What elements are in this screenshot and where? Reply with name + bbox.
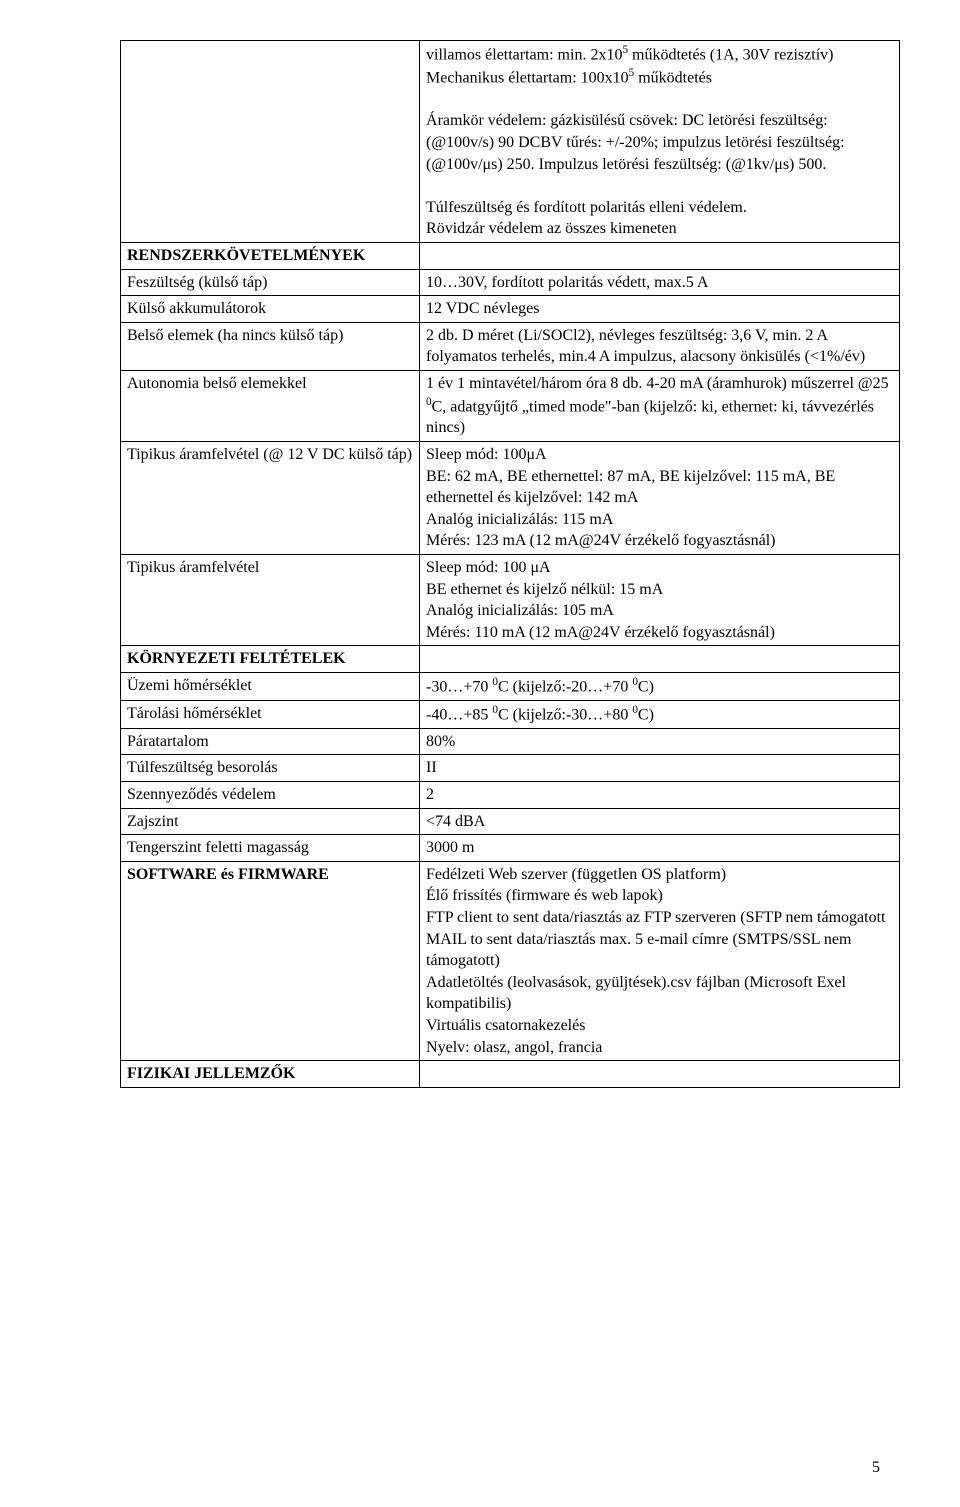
- table-row: villamos élettartam: min. 2x105 működtet…: [121, 41, 900, 243]
- row-label: Tárolási hőmérséklet: [121, 700, 420, 728]
- preamble-line1a: villamos élettartam: min. 2x10: [426, 46, 622, 63]
- page-number: 5: [872, 1459, 880, 1477]
- row-label: Zajszint: [121, 808, 420, 835]
- preamble-para3: Túlfeszültség és fordított polaritás ell…: [426, 199, 747, 238]
- table-row: Autonomia belső elemekkel 1 év 1 mintavé…: [121, 370, 900, 441]
- page: villamos élettartam: min. 2x10 5 működtet…: [0, 0, 960, 1507]
- table-row: FIZIKAI JELLEMZŐK: [121, 1061, 900, 1088]
- row-value: -30…+70 0C (kijelző:-20…+70 0C): [420, 673, 900, 701]
- row-value: Fedélzeti Web szerver (független OS plat…: [420, 861, 900, 1060]
- empty-cell: [420, 243, 900, 270]
- section-system-requirements: RENDSZERKÖVETELMÉNYEK: [121, 243, 420, 270]
- empty-cell: [420, 646, 900, 673]
- table-row: Belső elemek (ha nincs külső táp) 2 db. …: [121, 322, 900, 370]
- temp-part: C (kijelző:-30…+80: [498, 706, 632, 723]
- row-label: Tipikus áramfelvétel: [121, 555, 420, 646]
- table-row: Tipikus áramfelvétel Sleep mód: 100 μA B…: [121, 555, 900, 646]
- row-label: Külső akkumulátorok: [121, 296, 420, 323]
- row-label: Üzemi hőmérséklet: [121, 673, 420, 701]
- row-label: Tengerszint feletti magasság: [121, 835, 420, 862]
- row-value: II: [420, 755, 900, 782]
- table-row: RENDSZERKÖVETELMÉNYEK: [121, 243, 900, 270]
- table-row: Zajszint <74 dBA: [121, 808, 900, 835]
- table-row: KÖRNYEZETI FELTÉTELEK: [121, 646, 900, 673]
- row-label: Feszültség (külső táp): [121, 269, 420, 296]
- table-row: Tárolási hőmérséklet -40…+85 0C (kijelző…: [121, 700, 900, 728]
- preamble-cell: villamos élettartam: min. 2x105 működtet…: [420, 41, 900, 243]
- table-row: Üzemi hőmérséklet -30…+70 0C (kijelző:-2…: [121, 673, 900, 701]
- table-row: Szennyeződés védelem 2: [121, 782, 900, 809]
- table-row: Túlfeszültség besorolás II: [121, 755, 900, 782]
- row-value: <74 dBA: [420, 808, 900, 835]
- temp-part: -40…+85: [426, 706, 492, 723]
- section-software: SOFTWARE és FIRMWARE: [121, 861, 420, 1060]
- row-label: Tipikus áramfelvétel (@ 12 V DC külső tá…: [121, 442, 420, 555]
- row-label: Belső elemek (ha nincs külső táp): [121, 322, 420, 370]
- autonomy-part1: 1 év 1 mintavétel/három óra 8 db. 4-20 m…: [426, 375, 889, 392]
- preamble-para2: Áramkör védelem: gázkisülésű csövek: DC …: [426, 112, 845, 172]
- row-value: 80%: [420, 728, 900, 755]
- empty-cell: [121, 41, 420, 243]
- row-value: 10…30V, fordított polaritás védett, max.…: [420, 269, 900, 296]
- row-value: 12 VDC névleges: [420, 296, 900, 323]
- row-value: 2: [420, 782, 900, 809]
- table-row: Külső akkumulátorok 12 VDC névleges: [121, 296, 900, 323]
- row-value: -40…+85 0C (kijelző:-30…+80 0C): [420, 700, 900, 728]
- row-value: 1 év 1 mintavétel/három óra 8 db. 4-20 m…: [420, 370, 900, 441]
- row-value: Sleep mód: 100μA BE: 62 mA, BE ethernett…: [420, 442, 900, 555]
- temp-part: C (kijelző:-20…+70: [498, 678, 632, 695]
- temp-part: C): [638, 706, 654, 723]
- table-row: SOFTWARE és FIRMWARE Fedélzeti Web szerv…: [121, 861, 900, 1060]
- row-value: Sleep mód: 100 μA BE ethernet és kijelző…: [420, 555, 900, 646]
- row-label: Túlfeszültség besorolás: [121, 755, 420, 782]
- row-value: 2 db. D méret (Li/SOCl2), névleges feszü…: [420, 322, 900, 370]
- temp-part: C): [638, 678, 654, 695]
- section-physical: FIZIKAI JELLEMZŐK: [121, 1061, 420, 1088]
- preamble-line2b: működtetés: [634, 69, 712, 86]
- row-value: 3000 m: [420, 835, 900, 862]
- table-row: Páratartalom 80%: [121, 728, 900, 755]
- table-row: Tipikus áramfelvétel (@ 12 V DC külső tá…: [121, 442, 900, 555]
- empty-cell: [420, 1061, 900, 1088]
- row-label: Autonomia belső elemekkel: [121, 370, 420, 441]
- table-row: Feszültség (külső táp) 10…30V, fordított…: [121, 269, 900, 296]
- table-row: Tengerszint feletti magasság 3000 m: [121, 835, 900, 862]
- preamble-line1b: működtetés (1A, 30V rezisztív): [628, 46, 833, 63]
- section-environmental: KÖRNYEZETI FELTÉTELEK: [121, 646, 420, 673]
- preamble-line2a: Mechanikus élettartam: 100x10: [426, 69, 629, 86]
- row-label: Szennyeződés védelem: [121, 782, 420, 809]
- temp-part: -30…+70: [426, 678, 492, 695]
- autonomy-part2: C, adatgyűjtő „timed mode"-ban (kijelző:…: [426, 398, 874, 437]
- row-label: Páratartalom: [121, 728, 420, 755]
- spec-table: villamos élettartam: min. 2x105 működtet…: [120, 40, 900, 1088]
